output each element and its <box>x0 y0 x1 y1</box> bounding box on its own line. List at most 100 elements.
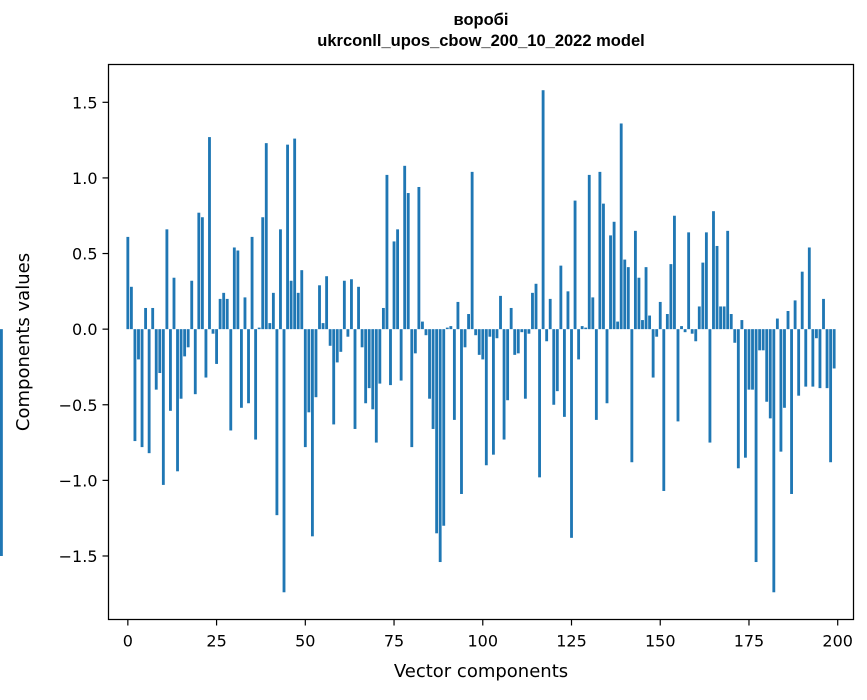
bar <box>683 329 687 333</box>
bar <box>825 329 829 389</box>
bar <box>570 329 573 538</box>
bar <box>520 329 524 333</box>
bar <box>406 193 410 330</box>
bar <box>747 329 751 390</box>
bar <box>523 329 527 399</box>
bar <box>303 329 307 448</box>
x-axis-ticks: 0 25 50 75 100 125 150 175 200 <box>123 619 853 651</box>
bar <box>609 235 612 330</box>
bar <box>282 329 286 593</box>
bar <box>602 203 605 330</box>
bar <box>300 270 304 330</box>
x-tick-label: 75 <box>384 632 404 651</box>
bar <box>648 315 652 330</box>
bar <box>144 307 148 330</box>
bar <box>335 329 339 363</box>
bar <box>790 329 793 494</box>
bar <box>655 329 659 337</box>
bar <box>325 276 329 330</box>
x-tick-label: 200 <box>822 632 853 651</box>
bar <box>456 301 460 330</box>
bar <box>744 329 747 458</box>
bar <box>786 311 790 330</box>
bar <box>460 329 463 494</box>
bar <box>623 259 627 330</box>
bar <box>797 329 801 396</box>
bar <box>591 297 595 330</box>
bar <box>644 267 648 330</box>
bar <box>804 329 808 387</box>
bar <box>470 171 474 330</box>
bar <box>257 327 261 330</box>
bar <box>761 329 765 351</box>
bar <box>250 236 254 330</box>
x-tick-label: 175 <box>734 632 765 651</box>
bar <box>236 250 240 330</box>
bar <box>733 329 737 343</box>
bar <box>318 285 321 330</box>
bar <box>449 326 453 330</box>
bar <box>222 292 226 330</box>
bar <box>261 217 265 330</box>
bar <box>452 329 456 420</box>
bar <box>321 323 325 330</box>
bar <box>310 329 314 537</box>
bar <box>463 329 467 348</box>
bar <box>680 326 683 330</box>
bar <box>243 297 247 330</box>
plot-area-frame <box>107 63 855 621</box>
x-axis-label: Vector components <box>394 661 568 682</box>
y-tick-label: −0.5 <box>59 396 98 415</box>
bar <box>421 321 424 330</box>
bar <box>179 329 183 399</box>
bar <box>719 306 722 330</box>
bar <box>161 329 165 485</box>
x-tick-label: 100 <box>468 632 499 651</box>
bar <box>818 329 822 389</box>
bar <box>488 329 492 337</box>
bar <box>484 329 488 466</box>
bar <box>172 277 176 330</box>
bar <box>513 329 517 355</box>
bar <box>492 329 495 455</box>
x-tick-label: 125 <box>556 632 587 651</box>
bar <box>708 329 712 443</box>
bar <box>506 329 510 401</box>
bar <box>215 329 218 364</box>
bar <box>413 329 417 354</box>
bar <box>633 230 637 330</box>
bar <box>403 165 407 330</box>
bar <box>389 329 392 386</box>
bar <box>783 329 786 408</box>
bar <box>332 329 336 425</box>
bar <box>712 211 715 330</box>
bar <box>165 229 169 330</box>
bar <box>428 329 431 399</box>
bar <box>729 314 733 330</box>
bar <box>779 329 783 452</box>
bar <box>726 230 730 330</box>
bar <box>829 329 833 463</box>
bar <box>616 321 620 330</box>
bar <box>598 171 602 330</box>
bar <box>438 329 442 563</box>
bar <box>765 329 769 402</box>
bar <box>378 329 382 384</box>
bar <box>442 329 446 526</box>
bar <box>758 329 762 351</box>
bar <box>814 329 818 339</box>
bar <box>573 200 577 330</box>
bar <box>268 323 272 330</box>
bar <box>811 329 815 387</box>
chart-title-model: ukrconll_upos_cbow_200_10_2022 model <box>317 32 645 50</box>
bar <box>502 329 506 440</box>
bar <box>651 329 655 378</box>
bar <box>193 329 197 395</box>
bar <box>169 329 172 411</box>
bar <box>722 306 726 330</box>
bar <box>665 314 669 330</box>
x-tick-label: 0 <box>123 632 133 651</box>
bar <box>527 329 531 334</box>
